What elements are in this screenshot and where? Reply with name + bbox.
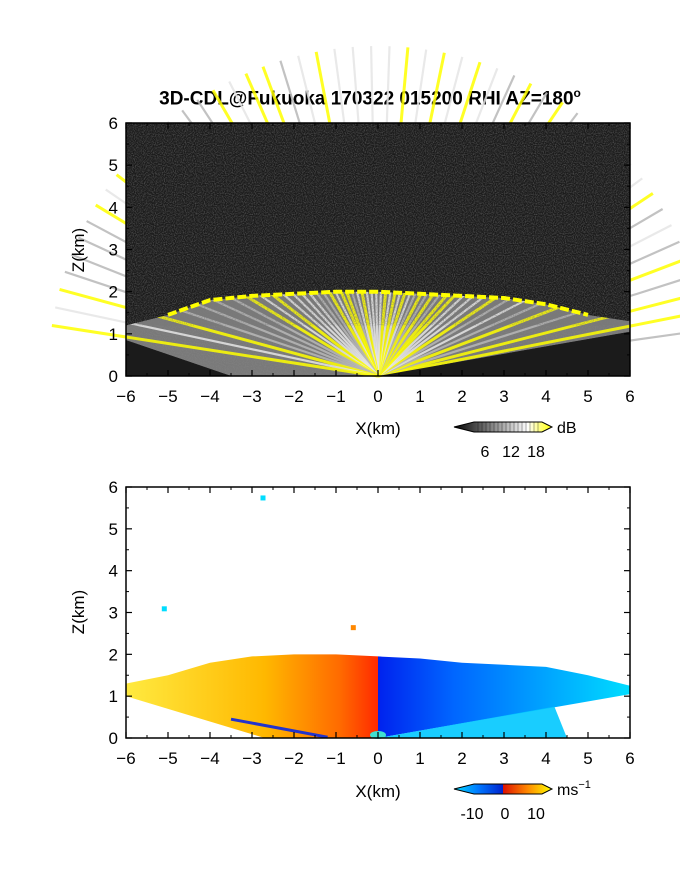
x-tick-label: 2 (457, 749, 466, 768)
reflectivity-colorbar-unit: dB (557, 420, 577, 437)
x-tick-label: 0 (373, 387, 382, 406)
reflectivity-ylabel: Z(km) (69, 228, 88, 272)
x-tick-label: 1 (415, 749, 424, 768)
reflectivity-ray (377, 314, 680, 378)
velocity-away-area (378, 656, 630, 738)
reflectivity-ticks: −6 −5 −4 −3 −2 −1 0 1 2 3 4 5 6 0 1 2 3 4 5 6 (109, 114, 635, 406)
x-tick-label: 5 (583, 749, 592, 768)
y-tick-label: 3 (109, 604, 118, 623)
reflectivity-mask-noise (126, 123, 630, 326)
y-tick-label: 6 (109, 478, 118, 497)
y-tick-label: 0 (109, 367, 118, 386)
x-tick-label: 6 (625, 387, 634, 406)
reflectivity-ray (59, 288, 379, 378)
velocity-colorbar: ms−1 -10 0 10 (453, 779, 591, 823)
velocity-fringe (230, 717, 328, 739)
velocity-panel: −6 −5 −4 −3 −2 −1 0 1 2 3 4 5 6 0 1 2 3 4 5 6 Z(km) X(km) (69, 478, 635, 801)
velocity-xlabel: X(km) (355, 782, 400, 801)
velocity-colorbar-tick: 10 (527, 806, 545, 823)
velocity-speckle (565, 706, 570, 712)
y-tick-label: 1 (109, 687, 118, 706)
velocity-speckle (260, 495, 266, 501)
x-tick-label: −3 (242, 749, 261, 768)
x-tick-label: 3 (499, 749, 508, 768)
reflectivity-ray (377, 296, 680, 378)
reflectivity-colorbar-bar (453, 421, 554, 433)
x-tick-label: 3 (499, 387, 508, 406)
reflectivity-ray (64, 270, 379, 378)
velocity-toward-area (126, 654, 378, 738)
y-tick-label: 6 (109, 114, 118, 133)
reflectivity-ray (51, 324, 379, 378)
reflectivity-ray (377, 279, 680, 378)
x-tick-label: 1 (415, 387, 424, 406)
y-tick-label: 3 (109, 241, 118, 260)
x-tick-label: −5 (158, 749, 177, 768)
x-tick-label: −2 (284, 387, 303, 406)
reflectivity-colorbar-tick: 12 (502, 444, 520, 461)
reflectivity-colorbar-tick: 18 (527, 444, 545, 461)
x-tick-label: −1 (326, 387, 345, 406)
reflectivity-ray (54, 306, 379, 378)
x-tick-label: −1 (326, 749, 345, 768)
velocity-echo (126, 495, 630, 739)
x-tick-label: −3 (242, 387, 261, 406)
x-tick-label: 0 (373, 749, 382, 768)
velocity-ticks: −6 −5 −4 −3 −2 −1 0 1 2 3 4 5 6 0 1 2 3 4 5 6 (109, 478, 635, 768)
x-tick-label: 5 (583, 387, 592, 406)
x-tick-label: −2 (284, 749, 303, 768)
velocity-speckle (350, 625, 356, 631)
velocity-ylabel: Z(km) (69, 590, 88, 634)
y-tick-label: 0 (109, 729, 118, 748)
reflectivity-ray (377, 259, 680, 378)
x-tick-label: 4 (541, 749, 550, 768)
velocity-colorbar-tick: -10 (460, 806, 483, 823)
x-tick-label: −4 (200, 749, 219, 768)
y-tick-label: 4 (109, 198, 118, 217)
reflectivity-xlabel: X(km) (355, 419, 400, 438)
reflectivity-echo (51, 46, 680, 378)
x-tick-label: −6 (116, 749, 135, 768)
y-tick-label: 5 (109, 520, 118, 539)
y-tick-label: 4 (109, 562, 118, 581)
y-tick-label: 2 (109, 283, 118, 302)
velocity-colorbar-tick: 0 (501, 806, 510, 823)
reflectivity-colorbar-tick: 6 (481, 444, 490, 461)
x-tick-label: 2 (457, 387, 466, 406)
reflectivity-mask (378, 331, 630, 376)
x-tick-label: 6 (625, 749, 634, 768)
reflectivity-mask (126, 340, 231, 376)
x-tick-label: −4 (200, 387, 219, 406)
velocity-away-area (378, 706, 567, 738)
reflectivity-panel: −6 −5 −4 −3 −2 −1 0 1 2 3 4 5 6 0 1 2 3 4 5 6 Z(km) X(km) (51, 46, 680, 438)
x-tick-label: 4 (541, 387, 550, 406)
velocity-colorbar-bar (453, 783, 554, 795)
y-tick-label: 1 (109, 325, 118, 344)
reflectivity-echo-top (167, 289, 589, 317)
y-tick-label: 2 (109, 645, 118, 664)
velocity-colorbar-unit: ms−1 (557, 779, 591, 799)
reflectivity-colorbar: dB 6 12 18 (453, 420, 577, 461)
x-tick-label: −5 (158, 387, 177, 406)
velocity-speckle (161, 606, 167, 612)
y-tick-label: 5 (109, 156, 118, 175)
reflectivity-ray (70, 253, 379, 378)
x-tick-label: −6 (116, 387, 135, 406)
